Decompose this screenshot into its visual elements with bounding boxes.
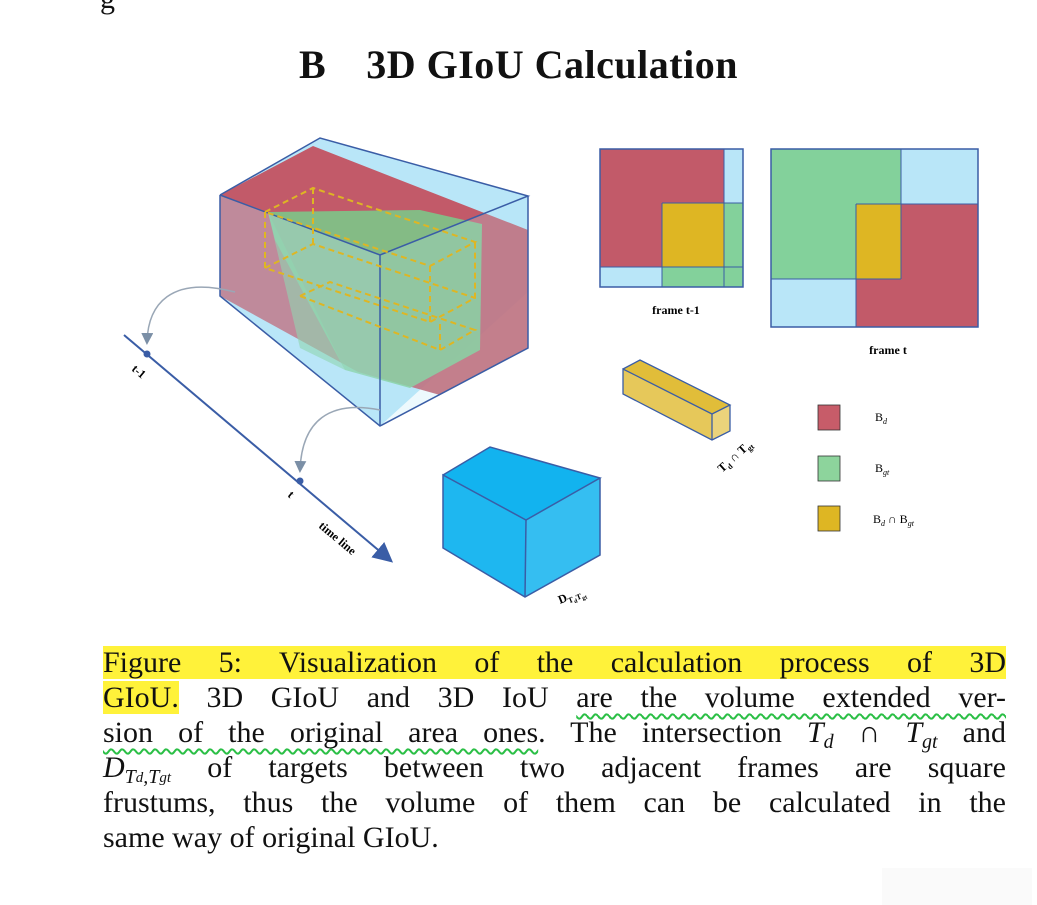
- legend-swatch-ground-truth: [817, 455, 841, 482]
- frame-curr-label: frame t: [869, 343, 907, 357]
- tick-prev-dot: [143, 350, 151, 358]
- caption-segment: T: [124, 766, 136, 788]
- frame-curr-border: [770, 148, 979, 328]
- caption-segment: d: [135, 770, 144, 786]
- frame-prev-diagram: frame t-1: [599, 148, 744, 317]
- enclosing-frustum-label: DTdTgt: [556, 583, 588, 610]
- caption-segment: T: [905, 716, 923, 749]
- caption-segment: and: [937, 716, 1006, 749]
- caption-segment: ,T: [143, 766, 160, 788]
- legend-label-intersection: Bd ∩ Bgt: [873, 512, 915, 528]
- intersection-volume-dashed: [264, 186, 478, 352]
- legend-swatch-detection: [817, 404, 841, 431]
- caption-segment: Figure 5: Visualization of the calculati…: [103, 646, 1006, 679]
- caption-line: sion of the original area ones. The inte…: [103, 715, 1006, 753]
- composite-volume-diagram: [219, 137, 531, 427]
- time-line-axis: [123, 334, 394, 563]
- caption-segment: . The intersection: [538, 716, 807, 749]
- ground-truth-volume-side: [268, 212, 345, 370]
- caption-segment: gt: [922, 731, 938, 753]
- frame-prev-intersection: [662, 203, 724, 267]
- caption-segment: D: [103, 751, 125, 784]
- enclosing-box-side-face: [380, 196, 528, 426]
- frame-curr-intersection: [856, 204, 901, 279]
- caption-segment: 3D GIoU and 3D IoU: [178, 681, 577, 714]
- caption-line: GIoU. 3D GIoU and 3D IoU are the volume …: [103, 680, 1006, 715]
- intersection-front-face: [623, 369, 712, 440]
- caption-segment: d: [823, 731, 834, 753]
- caption-segment: frustums, thus the volume of them can be…: [103, 786, 1006, 819]
- section-title: 3D GIoU Calculation: [366, 42, 738, 87]
- intersection-side-face: [712, 405, 730, 440]
- arrow-curr-frame: [294, 406, 381, 473]
- section-number: B: [299, 42, 327, 87]
- caption-segment: of targets between two adjacent frames a…: [171, 751, 1006, 784]
- frustum-top-face: [443, 447, 600, 520]
- caption-segment: ∩: [833, 716, 906, 749]
- intersection-frustum: Td ∩ Tgt: [622, 359, 757, 477]
- legend-label-ground-truth: Bgt: [875, 461, 890, 477]
- intersection-frustum-label: Td ∩ Tgt: [715, 437, 757, 477]
- tick-curr-label: t: [285, 488, 297, 501]
- section-heading: B 3D GIoU Calculation: [0, 40, 1037, 90]
- frustum-front-face: [443, 475, 526, 597]
- caption-segment: T: [806, 716, 824, 749]
- caption-segment: same way of original GIoU.: [103, 821, 439, 854]
- intersection-top-face: [623, 360, 730, 414]
- tick-prev-label: t-1: [129, 362, 149, 382]
- frustum-side-face: [525, 478, 600, 597]
- tick-curr-dot: [296, 477, 304, 485]
- frustum-edges: [442, 446, 602, 598]
- caption-line: same way of original GIoU.: [103, 820, 1006, 855]
- caption-segment: are the volume extended ver-: [576, 681, 1007, 714]
- frame-prev-label: frame t-1: [652, 303, 700, 317]
- frustum-front-edge: [524, 519, 527, 598]
- intersection-edges: [622, 359, 732, 441]
- legend-label-detection: Bd: [875, 410, 888, 426]
- previous-page-text-fragment: g: [100, 0, 115, 14]
- caption-segment: sion of the original area ones: [103, 716, 539, 749]
- legend-swatch-intersection: [817, 505, 841, 532]
- legend: Bd Bgt Bd ∩ Bgt: [817, 404, 915, 532]
- ground-truth-volume: [268, 210, 482, 388]
- frame-prev-border: [599, 148, 744, 288]
- caption-line: frustums, thus the volume of them can be…: [103, 785, 1006, 820]
- arrow-prev-frame: [141, 286, 236, 345]
- time-line-label: time line: [316, 519, 359, 559]
- caption-segment: gt: [159, 770, 172, 786]
- blank-corner-box: [882, 868, 1032, 905]
- frame-curr-diagram: frame t: [770, 148, 979, 357]
- figure-caption: Figure 5: Visualization of the calculati…: [103, 645, 1006, 855]
- enclosing-frustum: DTdTgt: [442, 446, 602, 610]
- caption-segment: GIoU.: [103, 681, 179, 714]
- caption-line: Figure 5: Visualization of the calculati…: [103, 645, 1006, 680]
- caption-line: DTd,Tgt of targets between two adjacent …: [103, 750, 1006, 788]
- figure-3d-giou: t-1 t time line DTdTgt Td ∩ Tgt: [123, 137, 979, 610]
